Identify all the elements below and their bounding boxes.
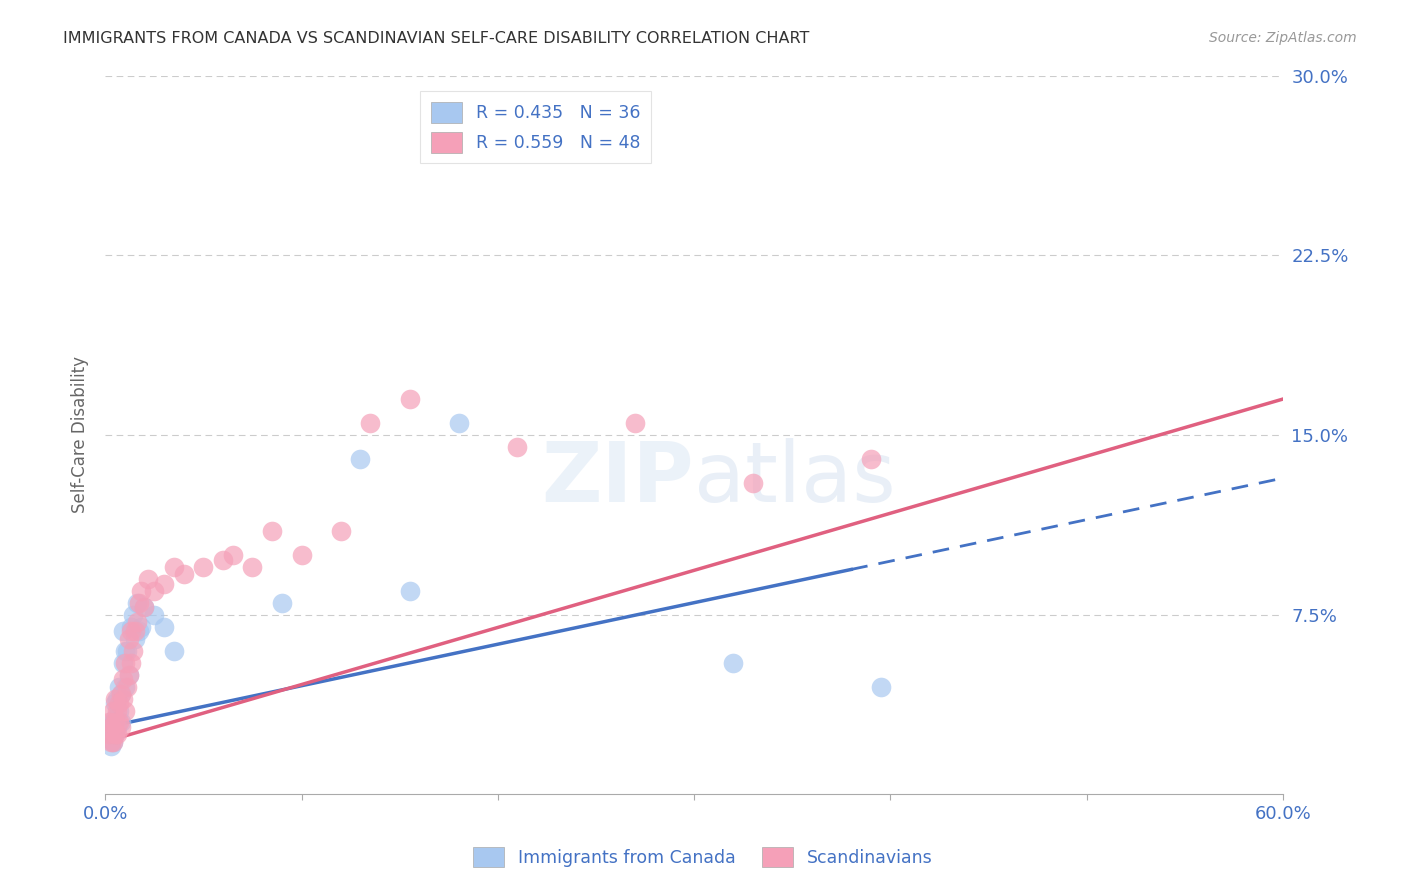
Point <box>128 624 150 639</box>
Text: IMMIGRANTS FROM CANADA VS SCANDINAVIAN SELF-CARE DISABILITY CORRELATION CHART: IMMIGRANTS FROM CANADA VS SCANDINAVIAN S… <box>63 31 810 46</box>
Point <box>118 667 141 681</box>
Y-axis label: Self-Care Disability: Self-Care Disability <box>72 357 89 514</box>
Point <box>101 734 124 748</box>
Point <box>108 715 131 730</box>
Point <box>359 416 381 430</box>
Point <box>114 656 136 670</box>
Point <box>118 632 141 646</box>
Legend: R = 0.435   N = 36, R = 0.559   N = 48: R = 0.435 N = 36, R = 0.559 N = 48 <box>420 91 651 163</box>
Point <box>124 624 146 639</box>
Point <box>398 392 420 406</box>
Point <box>111 656 134 670</box>
Point <box>108 704 131 718</box>
Point <box>101 715 124 730</box>
Point <box>173 566 195 581</box>
Point <box>120 620 142 634</box>
Point <box>398 583 420 598</box>
Point <box>111 691 134 706</box>
Point <box>104 715 127 730</box>
Point <box>100 720 122 734</box>
Point <box>105 704 128 718</box>
Point <box>114 704 136 718</box>
Point <box>111 673 134 687</box>
Point <box>110 720 132 734</box>
Point <box>104 727 127 741</box>
Point <box>242 559 264 574</box>
Point <box>100 734 122 748</box>
Point <box>101 734 124 748</box>
Point <box>262 524 284 538</box>
Point <box>290 548 312 562</box>
Point <box>110 687 132 701</box>
Point <box>143 583 166 598</box>
Point <box>100 727 122 741</box>
Point <box>222 548 245 562</box>
Point <box>104 696 127 710</box>
Point <box>138 572 160 586</box>
Point <box>124 632 146 646</box>
Point <box>163 559 186 574</box>
Point <box>101 704 124 718</box>
Point <box>859 451 882 466</box>
Point <box>624 416 647 430</box>
Point <box>193 559 215 574</box>
Point <box>98 715 121 730</box>
Point <box>134 600 156 615</box>
Point <box>742 475 765 490</box>
Point <box>128 596 150 610</box>
Point <box>129 583 152 598</box>
Point <box>134 600 156 615</box>
Point <box>129 620 152 634</box>
Point <box>120 656 142 670</box>
Legend: Immigrants from Canada, Scandinavians: Immigrants from Canada, Scandinavians <box>467 840 939 874</box>
Point <box>153 576 176 591</box>
Text: atlas: atlas <box>695 438 896 518</box>
Point <box>98 720 121 734</box>
Point <box>100 739 122 754</box>
Point <box>104 727 127 741</box>
Point <box>110 687 132 701</box>
Point <box>114 680 136 694</box>
Point <box>447 416 470 430</box>
Point <box>111 624 134 639</box>
Text: Source: ZipAtlas.com: Source: ZipAtlas.com <box>1209 31 1357 45</box>
Point <box>108 680 131 694</box>
Point <box>125 596 148 610</box>
Text: ZIP: ZIP <box>541 438 695 518</box>
Point <box>143 607 166 622</box>
Point <box>104 691 127 706</box>
Point <box>349 451 371 466</box>
Point <box>723 656 745 670</box>
Point <box>125 615 148 629</box>
Point <box>98 727 121 741</box>
Point <box>153 620 176 634</box>
Point <box>212 552 235 566</box>
Point <box>121 607 143 622</box>
Point <box>118 667 141 681</box>
Point <box>115 643 138 657</box>
Point <box>506 440 529 454</box>
Point <box>270 596 292 610</box>
Point <box>114 643 136 657</box>
Point <box>105 720 128 734</box>
Point <box>120 624 142 639</box>
Point <box>108 696 131 710</box>
Point <box>105 691 128 706</box>
Point <box>104 711 127 725</box>
Point <box>329 524 352 538</box>
Point <box>163 643 186 657</box>
Point <box>105 727 128 741</box>
Point <box>110 715 132 730</box>
Point <box>121 643 143 657</box>
Point <box>869 680 891 694</box>
Point <box>115 680 138 694</box>
